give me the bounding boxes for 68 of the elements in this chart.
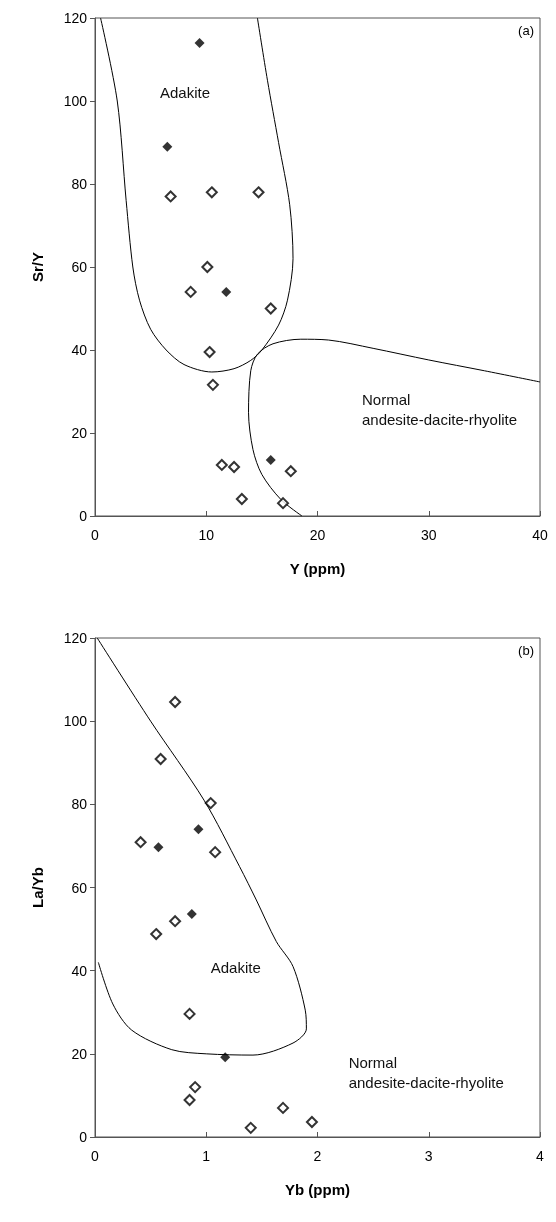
y-tick-label: 60 xyxy=(71,879,88,896)
y-tick-label: 40 xyxy=(71,962,88,979)
x-axis-title: Y (ppm) xyxy=(289,560,346,577)
x-tick-label: 4 xyxy=(536,1148,545,1164)
point xyxy=(201,261,214,273)
annotation: Normal andesite-dacite-rhyolite xyxy=(362,390,518,428)
x-tick-label: 30 xyxy=(420,527,437,543)
y-tick-label: 80 xyxy=(71,176,88,192)
point xyxy=(186,909,197,920)
point xyxy=(162,141,173,152)
point xyxy=(265,454,276,465)
point xyxy=(215,458,228,471)
y-tick-label: 100 xyxy=(63,93,88,109)
y-tick-label: 0 xyxy=(79,508,88,524)
y-tick-label: 20 xyxy=(71,425,88,441)
annotation: Adakite xyxy=(159,84,211,102)
y-tick-label: 20 xyxy=(71,1045,88,1062)
point xyxy=(244,1121,257,1134)
y-tick-label: 120 xyxy=(63,10,88,26)
x-tick-label: 1 xyxy=(202,1148,211,1164)
point xyxy=(183,1007,196,1020)
point xyxy=(221,286,232,297)
point xyxy=(153,842,164,853)
y-tick-label: 120 xyxy=(63,630,88,646)
y-tick-label: 100 xyxy=(63,713,88,730)
point xyxy=(169,915,182,928)
y-tick-label: 60 xyxy=(71,259,88,275)
x-tick-label: 40 xyxy=(532,527,548,543)
annotation: (b) xyxy=(518,643,534,658)
y-tick-label: 40 xyxy=(71,342,88,358)
point xyxy=(169,696,182,709)
x-tick-label: 0 xyxy=(91,1148,100,1164)
x-tick-label: 10 xyxy=(198,527,215,543)
point xyxy=(193,824,204,835)
point xyxy=(189,1081,202,1094)
x-tick-label: 2 xyxy=(313,1148,322,1164)
y-axis-title: La/Yb xyxy=(29,867,46,908)
point xyxy=(284,465,297,478)
point xyxy=(206,378,219,391)
point xyxy=(305,1116,318,1129)
x-tick-label: 20 xyxy=(309,527,326,543)
point xyxy=(277,497,290,510)
point xyxy=(194,37,205,48)
y-axis-title: Sr/Y xyxy=(29,251,46,283)
point xyxy=(205,186,218,199)
point xyxy=(277,1101,290,1114)
point xyxy=(184,285,197,298)
x-tick-label: 3 xyxy=(424,1148,433,1164)
x-tick-label: 0 xyxy=(91,527,100,543)
point xyxy=(183,1093,196,1106)
point xyxy=(252,186,265,199)
point xyxy=(150,928,163,941)
point xyxy=(204,797,217,810)
point xyxy=(203,346,216,359)
point xyxy=(228,461,241,474)
point xyxy=(264,302,277,315)
y-tick-label: 0 xyxy=(79,1129,88,1145)
point xyxy=(154,753,167,766)
point xyxy=(220,1052,231,1063)
point xyxy=(164,190,177,203)
annotation: Normal andesite-dacite-rhyolite xyxy=(348,1053,504,1091)
annotation: Adakite xyxy=(210,958,261,976)
y-tick-label: 80 xyxy=(71,796,88,813)
point xyxy=(209,846,222,859)
x-axis-title: Yb (ppm) xyxy=(285,1181,350,1198)
point xyxy=(235,492,248,505)
annotation: (a) xyxy=(518,23,534,38)
point xyxy=(134,836,147,849)
